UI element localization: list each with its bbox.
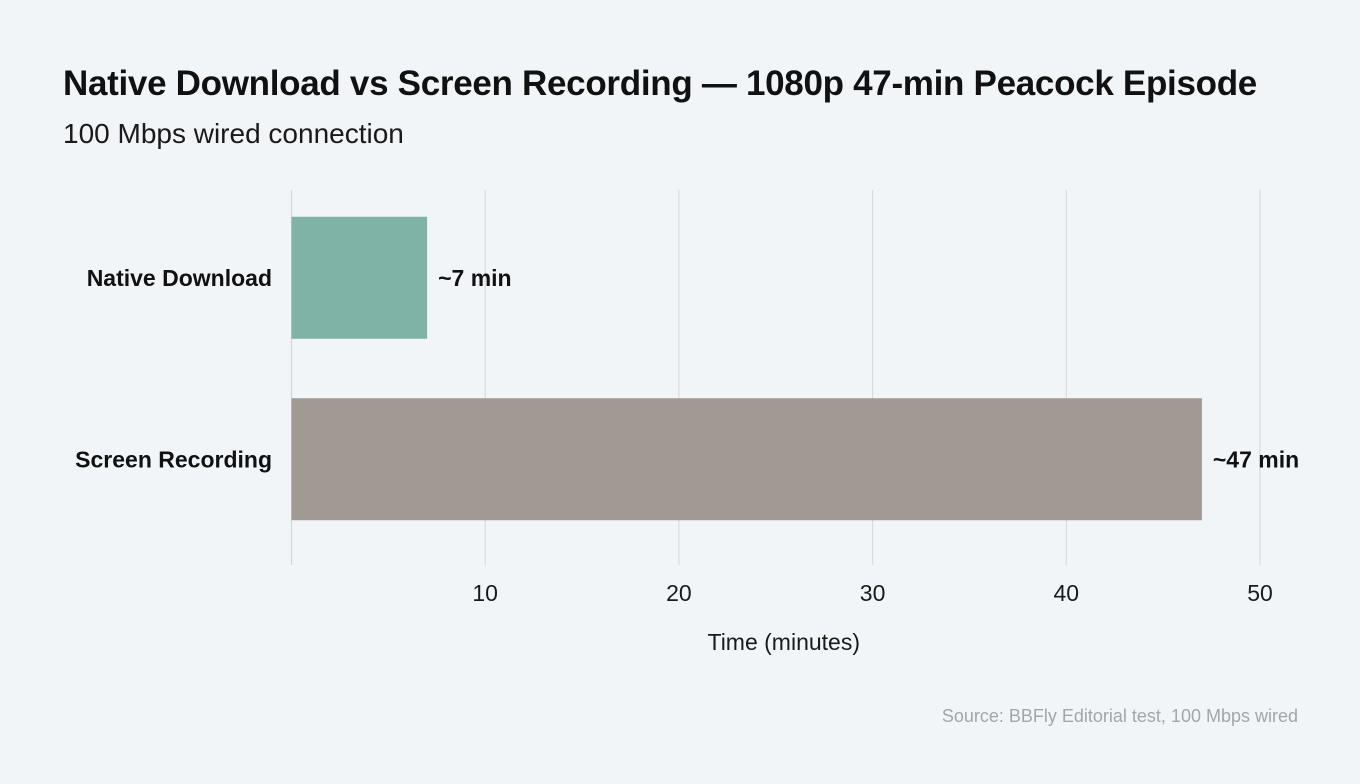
bars: [291, 216, 1202, 521]
value-label: ~7 min: [438, 265, 512, 291]
chart-title: Native Download vs Screen Recording — 10…: [63, 64, 1257, 103]
x-tick-label: 20: [666, 580, 692, 606]
source-note: Source: BBFly Editorial test, 100 Mbps w…: [941, 706, 1298, 726]
chart-subtitle: 100 Mbps wired connection: [63, 118, 404, 149]
category-label: Native Download: [87, 265, 272, 291]
x-tick-label: 30: [860, 580, 886, 606]
bar-native-download: [291, 216, 428, 339]
labels: 10 20 30 40 50 Native Download ~7 min Screen Re…: [75, 265, 1299, 606]
x-axis-title: Time (minutes): [708, 629, 861, 655]
x-tick-label: 50: [1247, 580, 1273, 606]
x-tick-label: 10: [472, 580, 498, 606]
bar-screen-recording: [291, 398, 1202, 521]
x-tick-label: 40: [1054, 580, 1080, 606]
value-label: ~47 min: [1213, 446, 1299, 472]
category-label: Screen Recording: [75, 446, 272, 472]
